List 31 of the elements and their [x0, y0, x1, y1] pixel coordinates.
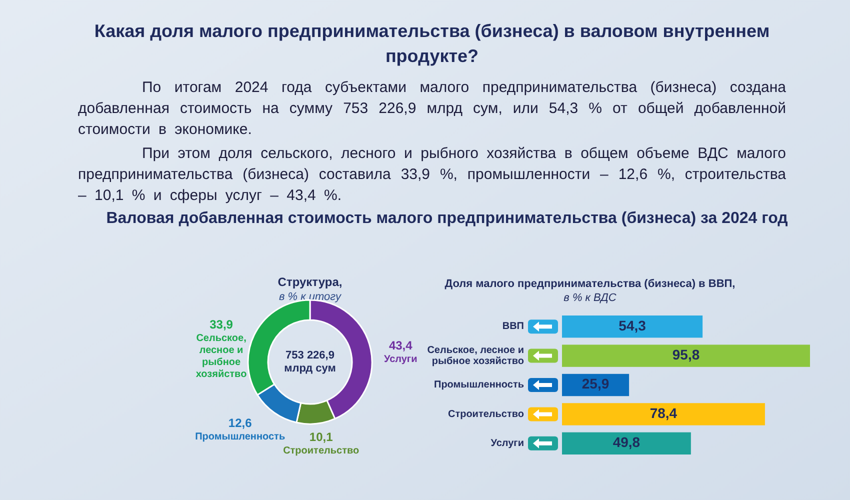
slice-label: Промышленность [195, 432, 286, 443]
y-tick-label: Промышленность [434, 380, 524, 391]
chart-title: Доля малого предпринимательства (бизнеса) в ВВП, [444, 278, 736, 290]
data-label: 78,4 [650, 404, 678, 421]
bar [562, 344, 810, 367]
slice-label: Сельское, лесное и рыбное хозяйство [196, 332, 247, 380]
data-label: 25,9 [582, 376, 610, 392]
y-tick-label: ВВП [502, 321, 524, 332]
data-label: 33,9 [210, 317, 234, 332]
text: 753 226,9 млрд сум [284, 349, 336, 374]
chart-title: Структура, [278, 275, 342, 290]
chart-subtitle: в % к ВДС [564, 292, 616, 304]
text: При этом доля сельского, лесного и рыбного хозяйства в общем объеме ВДС малого предпринимательства (бизнеса) составила 33,9 %, промышленности – 12,6 %, строительства – 10,1 % и сферы услуг – 43,4 %. [78, 144, 786, 206]
data-label: 54,3 [618, 317, 646, 334]
data-label: 10,1 [309, 430, 334, 444]
data-label: 43,4 [388, 338, 413, 353]
chart-subtitle: в % к итогу [278, 290, 343, 303]
y-tick-label: Услуги [490, 438, 524, 450]
data-label: 12,6 [228, 416, 252, 430]
text: Какая доля малого предпринимательства (бизнеса) в валовом внутреннем продукте? [93, 20, 771, 68]
slice-label: Услуги [384, 354, 418, 365]
bar [562, 403, 765, 426]
y-tick-label: Строительство [448, 408, 524, 420]
y-tick-label: Сельское, лесное и рыбное хозяйство [427, 344, 524, 367]
data-label: 95,8 [672, 346, 700, 363]
text: По итогам 2024 года субъектами малого предпринимательства (бизнеса) создана добавленная стоимость на сумму 753 226,9 млрд сум, или 54,3 % от общей добавленной стоимости в экономике. [78, 78, 786, 140]
data-label: 49,8 [612, 434, 640, 450]
bar [562, 432, 691, 454]
text: Валовая добавленная стоимость малого предпринимательства (бизнеса) за 2024 год [105, 210, 789, 228]
slice-label: Строительство [283, 445, 360, 456]
bar [562, 316, 703, 338]
